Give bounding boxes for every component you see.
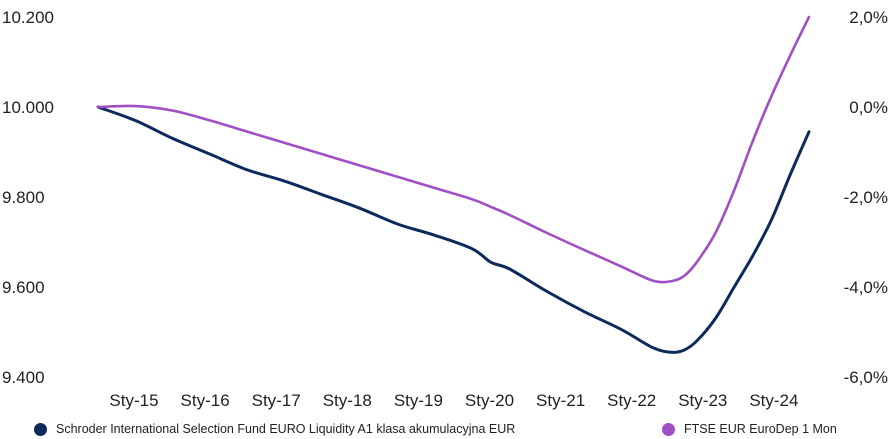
x-tick-label: Sty-24 [749,391,798,410]
x-tick-label: Sty-17 [252,391,301,410]
right-axis-ticks: 2,0% 0,0% -2,0% -4,0% -6,0% [844,8,888,387]
right-tick-label: -2,0% [844,188,888,207]
line-chart: 10.200 10.000 9.800 9.600 9.400 2,0% 0,0% -2,0… [2,8,888,410]
left-tick-label: 10.000 [2,98,54,117]
x-tick-label: Sty-21 [536,391,585,410]
x-axis-ticks: Sty-15 Sty-16 Sty-17 Sty-18 Sty-19 Sty-20 Sty-… [109,391,798,410]
legend-swatch-benchmark [662,422,675,436]
legend-label-fund: Schroder International Selection Fund EU… [56,422,516,436]
left-axis-ticks: 10.200 10.000 9.800 9.600 9.400 [2,8,54,387]
left-tick-label: 10.200 [2,8,54,27]
legend-item-benchmark: FTSE EUR EuroDep 1 Mon [662,422,837,436]
legend-swatch-fund [34,422,47,436]
x-tick-label: Sty-18 [323,391,372,410]
x-tick-label: Sty-22 [607,391,656,410]
x-tick-label: Sty-23 [678,391,727,410]
right-tick-label: 0,0% [849,98,888,117]
x-tick-label: Sty-15 [109,391,158,410]
legend-item-fund: Schroder International Selection Fund EU… [34,422,515,436]
legend: Schroder International Selection Fund EU… [0,420,893,439]
fund-series-line [96,105,811,354]
right-tick-label: -6,0% [844,368,888,387]
legend-label-benchmark: FTSE EUR EuroDep 1 Mon [684,422,837,436]
x-tick-label: Sty-19 [394,391,443,410]
right-tick-label: -4,0% [844,278,888,297]
left-tick-label: 9.600 [2,278,45,297]
right-tick-label: 2,0% [849,8,888,27]
left-tick-label: 9.400 [2,368,45,387]
benchmark-series-line [96,15,811,284]
left-tick-label: 9.800 [2,188,45,207]
x-tick-label: Sty-20 [465,391,514,410]
x-tick-label: Sty-16 [181,391,230,410]
series-layer [96,15,811,354]
